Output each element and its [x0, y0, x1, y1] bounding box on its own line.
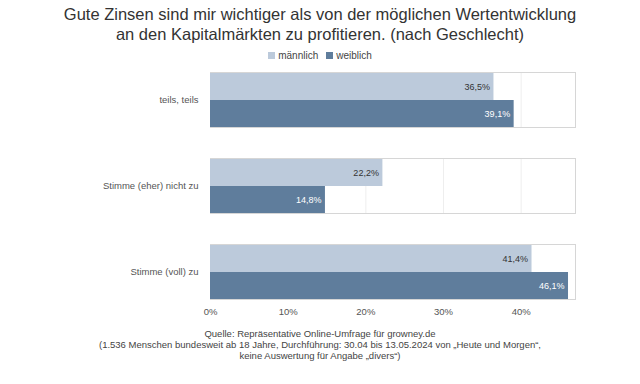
svg-text:46,1%: 46,1%	[539, 281, 565, 291]
svg-text:Stimme (eher) nicht zu: Stimme (eher) nicht zu	[103, 180, 199, 191]
svg-text:30%: 30%	[434, 306, 454, 317]
html-text:keine Auswertung für Angabe „d: keine Auswertung für Angabe „divers“)	[239, 350, 401, 361]
svg-text:20%: 20%	[356, 306, 376, 317]
html-text:männlich: männlich	[278, 50, 319, 61]
svg-text:41,4%: 41,4%	[502, 254, 528, 264]
svg-text:teils, teils: teils, teils	[159, 94, 198, 105]
html-text:weiblich: weiblich	[336, 50, 372, 61]
html-text:Quelle: Repräsentative Online-: Quelle: Repräsentative Online-Umfrage fü…	[204, 328, 436, 339]
html-text:Gute Zinsen sind mir wichtiger: Gute Zinsen sind mir wichtiger als von d…	[63, 5, 577, 43]
svg-text:36,5%: 36,5%	[464, 82, 490, 92]
svg-text:0%: 0%	[204, 306, 218, 317]
html-text:(1.536 Menschen bundesweit ab: (1.536 Menschen bundesweit ab 18 Jahre, …	[99, 339, 541, 350]
svg-text:Stimme (voll) zu: Stimme (voll) zu	[130, 266, 198, 277]
svg-text:14,8%: 14,8%	[296, 195, 322, 205]
svg-text:22,2%: 22,2%	[353, 168, 379, 178]
svg-text:10%: 10%	[279, 306, 299, 317]
svg-text:39,1%: 39,1%	[485, 109, 511, 119]
svg-text:40%: 40%	[512, 306, 532, 317]
